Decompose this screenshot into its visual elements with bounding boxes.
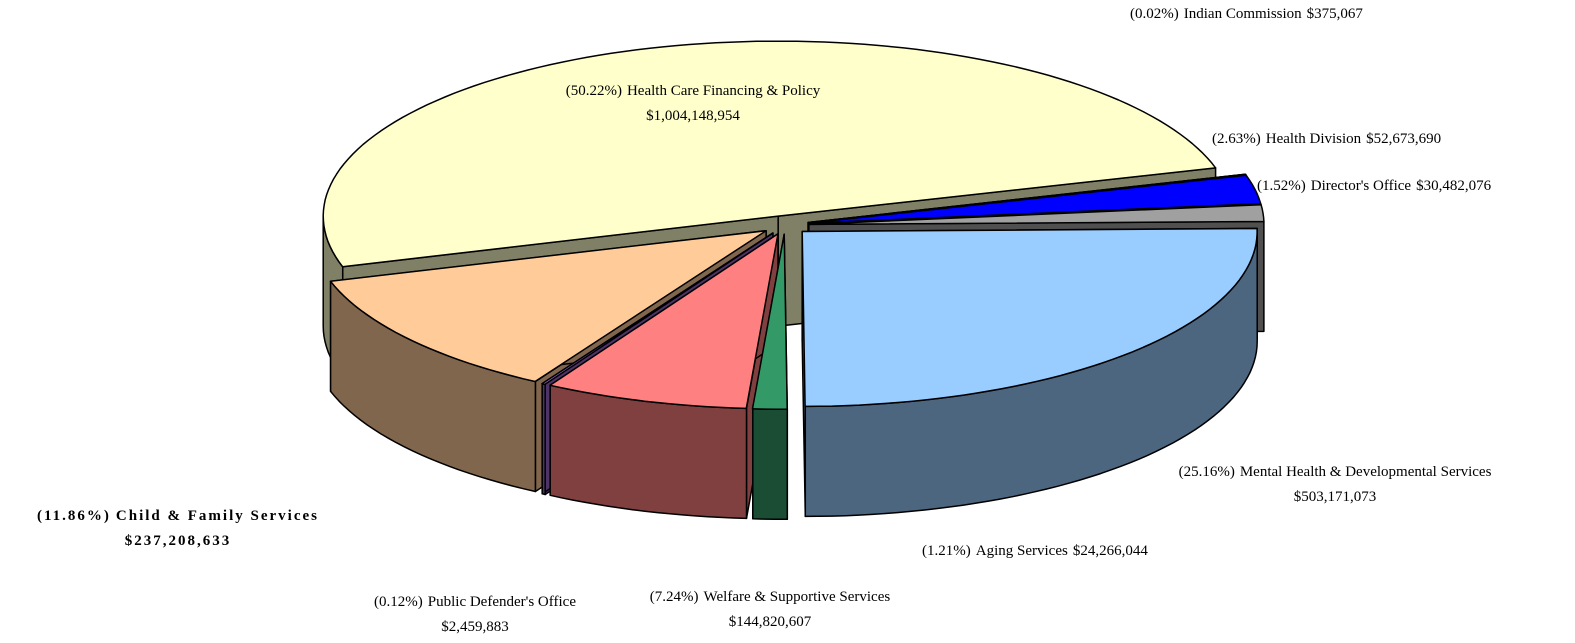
category-label: Mental Health & Developmental Services [1240, 464, 1492, 480]
category-label: Indian Commission [1184, 6, 1302, 22]
percent-label: (50.22%) [566, 83, 622, 99]
category-label: Child & Family Services [116, 508, 319, 524]
slice-label: $2,459,883 [441, 619, 509, 635]
value-label: $1,004,148,954 [646, 108, 740, 124]
slice-side [752, 408, 789, 520]
percent-label: (1.52%) [1257, 178, 1306, 194]
slice-label: (1.21%) Aging Services $24,266,044 [922, 543, 1148, 559]
percent-label: (2.63%) [1212, 131, 1261, 147]
value-label: $24,266,044 [1073, 543, 1149, 559]
slice [808, 203, 1265, 226]
slice [541, 232, 774, 386]
slice-label: $237,208,633 [125, 533, 232, 549]
slice-label: (50.22%) Health Care Financing & Policy [566, 83, 821, 99]
slice-label: (0.12%) Public Defender's Office [374, 594, 576, 610]
percent-label: (11.86%) [37, 508, 111, 524]
value-label: $503,171,073 [1294, 489, 1377, 505]
slice-label: $503,171,073 [1294, 489, 1377, 505]
slice [549, 233, 779, 410]
percent-label: (1.21%) [922, 543, 971, 559]
percent-label: (0.02%) [1130, 6, 1179, 22]
slice-label: $1,004,148,954 [646, 108, 740, 124]
value-label: $2,459,883 [441, 619, 509, 635]
percent-label: (25.16%) [1179, 464, 1235, 480]
category-label: Aging Services [976, 543, 1068, 559]
slice-label: (25.16%) Mental Health & Developmental Se… [1179, 464, 1492, 480]
category-label: Welfare & Supportive Services [704, 589, 891, 605]
slice [807, 174, 1262, 224]
category-label: Public Defender's Office [428, 594, 577, 610]
category-label: Health Division [1266, 131, 1362, 147]
slice-label: (7.24%) Welfare & Supportive Services [650, 589, 891, 605]
percent-label: (0.12%) [374, 594, 423, 610]
category-label: Health Care Financing & Policy [627, 83, 821, 99]
slice-label: (1.52%) Director's Office $30,482,076 [1257, 178, 1492, 194]
slice [322, 40, 1217, 268]
percent-label: (7.24%) [650, 589, 699, 605]
slice [801, 227, 1258, 408]
value-label: $144,820,607 [729, 614, 812, 630]
slice-label: (0.02%) Indian Commission $375,067 [1130, 6, 1363, 22]
value-label: $237,208,633 [125, 533, 232, 549]
slice [751, 233, 788, 410]
slice-label: (2.63%) Health Division $52,673,690 [1212, 131, 1441, 147]
slice [329, 229, 767, 383]
category-label: Director's Office [1311, 178, 1412, 194]
value-label: $30,482,076 [1416, 178, 1492, 194]
slice-label: $144,820,607 [729, 614, 812, 630]
slice-side [541, 383, 546, 496]
value-label: $52,673,690 [1366, 131, 1441, 147]
slice [807, 173, 1247, 224]
value-label: $375,067 [1307, 6, 1364, 22]
slice-label: (11.86%) Child & Family Services [37, 508, 319, 524]
